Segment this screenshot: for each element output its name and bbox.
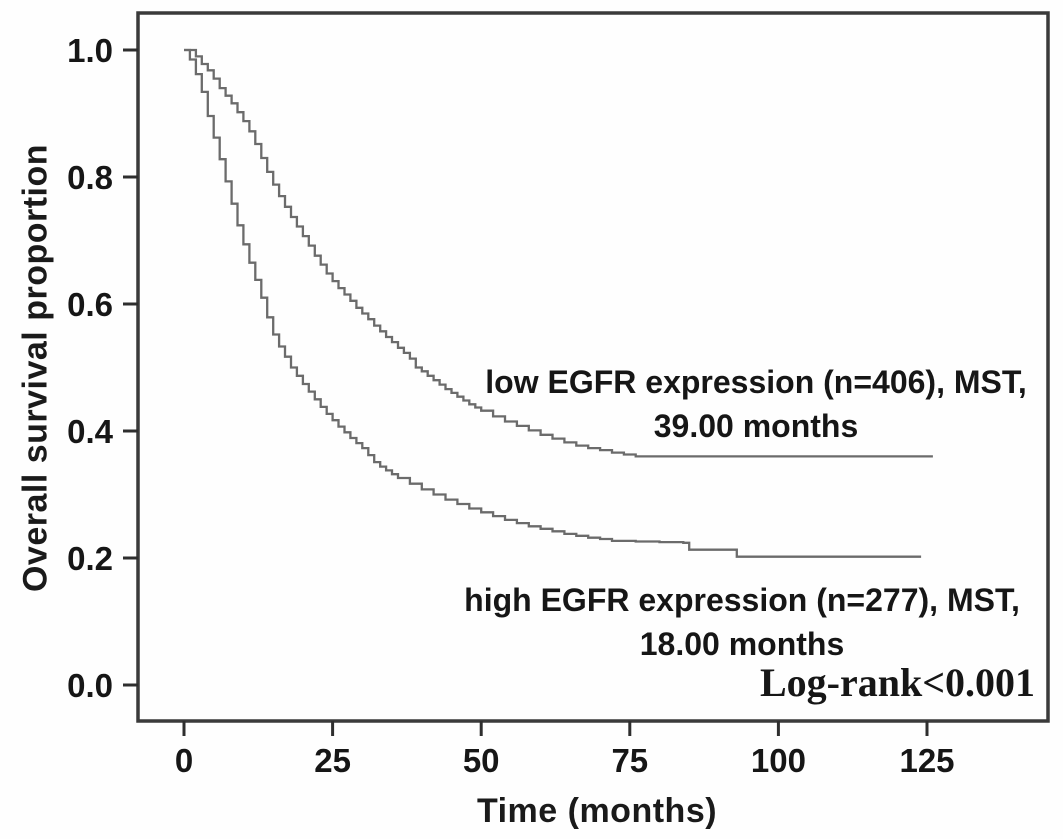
y-tick-label: 0.0 (67, 667, 113, 704)
plot-frame (136, 11, 1050, 723)
x-tick-label: 50 (463, 742, 500, 779)
survival-curve-high-egfr (184, 48, 922, 558)
series-label-low-egfr-line2: 39.00 months (653, 408, 859, 444)
y-tick-label: 0.2 (67, 540, 113, 577)
y-tick-label: 1.0 (67, 32, 113, 69)
x-tick-label: 0 (175, 742, 193, 779)
log-rank-annotation: Log-rank<0.001 (759, 660, 1035, 705)
x-tick-label: 100 (751, 742, 806, 779)
series-label-high-egfr-line1: high EGFR expression (n=277), MST, (464, 582, 1020, 618)
y-tick-label: 0.8 (67, 159, 113, 196)
x-tick-label: 25 (314, 742, 351, 779)
series-label-high-egfr-line2: 18.00 months (639, 626, 845, 662)
y-tick-label: 0.4 (67, 413, 114, 450)
series-label-high-egfr: high EGFR expression (n=277), MST, 18.00… (464, 578, 1020, 666)
x-tick-label: 75 (611, 742, 648, 779)
series-label-low-egfr-line1: low EGFR expression (n=406), MST, (485, 364, 1027, 400)
y-axis-title: Overall survival proportion (16, 143, 55, 593)
series-label-low-egfr: low EGFR expression (n=406), MST, 39.00 … (485, 360, 1026, 448)
survival-curve-low-egfr (184, 48, 933, 458)
y-tick-label: 0.6 (67, 286, 113, 323)
x-tick-label: 125 (899, 742, 954, 779)
x-axis-title: Time (months) (476, 792, 718, 830)
